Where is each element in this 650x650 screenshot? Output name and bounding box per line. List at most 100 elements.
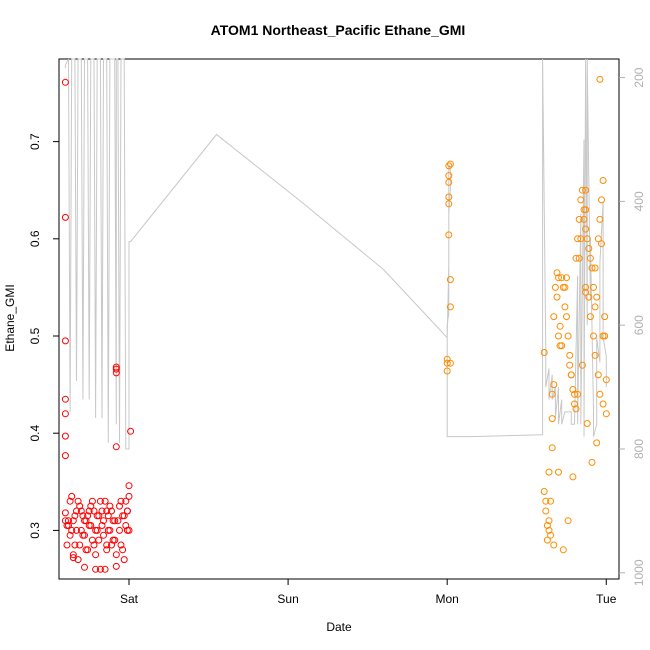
data-point (61, 337, 69, 345)
data-point (103, 507, 111, 515)
data-point (111, 517, 119, 525)
data-point (85, 507, 93, 515)
data-point (98, 522, 106, 529)
x-tick-label: Mon (436, 592, 459, 606)
data-point (445, 162, 453, 170)
data-point (112, 562, 120, 570)
data-point (73, 526, 80, 534)
data-point (598, 196, 605, 204)
data-point (591, 351, 599, 359)
data-point (68, 526, 76, 534)
data-point (84, 512, 92, 520)
data-point (582, 186, 590, 194)
data-point (82, 546, 90, 554)
data-point (548, 444, 556, 452)
data-point (602, 410, 610, 418)
data-point (443, 359, 451, 367)
data-point (566, 351, 574, 359)
data-point (596, 390, 604, 398)
data-point (594, 235, 602, 243)
data-point (104, 526, 112, 534)
data-point (445, 172, 453, 180)
data-point (63, 522, 71, 529)
data-point (550, 313, 558, 321)
data-point (61, 213, 69, 221)
data-point (61, 509, 69, 517)
data-point (104, 512, 112, 520)
data-point (117, 541, 125, 549)
data-point (561, 283, 569, 291)
data-point (65, 517, 72, 525)
data-point (571, 400, 578, 408)
data-point (123, 507, 131, 515)
pressure-line (64, 58, 607, 450)
data-point (96, 565, 104, 573)
data-point (550, 541, 558, 549)
data-point (108, 541, 115, 549)
data-point (71, 541, 79, 549)
data-point (90, 507, 98, 515)
y-tick-label: 0.6 (28, 230, 42, 247)
data-point (74, 497, 82, 505)
data-point (580, 215, 588, 223)
data-point (567, 371, 575, 379)
data-point (566, 361, 574, 369)
data-point (98, 507, 106, 515)
data-point (69, 551, 77, 559)
data-point (95, 512, 103, 520)
data-point (571, 390, 578, 398)
chart-title: ATOM1 Northeast_Pacific Ethane_GMI (211, 22, 466, 38)
data-point (77, 507, 85, 515)
data-point (548, 390, 556, 398)
data-point (572, 405, 580, 413)
y2-tick-label: 200 (632, 67, 646, 87)
x-axis-label: Date (326, 620, 352, 634)
data-point (558, 342, 566, 350)
data-point (61, 410, 69, 418)
data-point (599, 332, 607, 340)
data-point (590, 283, 597, 291)
data-point (112, 443, 120, 451)
data-point (585, 293, 593, 301)
y2-tick-label: 400 (632, 191, 646, 211)
data-point (551, 283, 559, 291)
data-point (445, 200, 453, 208)
data-point (66, 497, 74, 505)
data-point (445, 231, 453, 239)
data-point (61, 517, 69, 525)
data-point (542, 507, 550, 515)
x-axis: Sat Sun Mon Tue (120, 579, 617, 606)
data-point (585, 245, 593, 252)
data-point (553, 269, 561, 277)
data-point (117, 497, 125, 505)
data-point (103, 541, 111, 549)
data-point (79, 512, 87, 520)
data-point (577, 196, 585, 204)
data-point (61, 432, 69, 440)
data-point (77, 526, 85, 534)
data-point (591, 303, 599, 311)
data-point (569, 386, 577, 393)
pressure-line-layer (64, 58, 607, 450)
data-point (96, 497, 104, 505)
data-point (543, 522, 551, 529)
data-point (114, 517, 122, 525)
y-tick-label: 0.7 (28, 133, 42, 150)
data-point (591, 264, 599, 272)
y-tick-label: 0.5 (28, 327, 42, 344)
data-point (127, 427, 135, 435)
data-point (575, 215, 583, 223)
data-point (582, 288, 590, 296)
data-point (599, 177, 607, 184)
data-point (101, 565, 109, 573)
data-point (543, 536, 551, 544)
data-point (586, 313, 594, 321)
data-point (593, 293, 601, 301)
y2-tick-label: 800 (632, 439, 646, 459)
data-point (545, 526, 553, 534)
data-point (545, 517, 553, 525)
data-point (69, 554, 77, 562)
data-point (100, 517, 107, 525)
data-point (112, 365, 120, 373)
data-point (111, 536, 119, 544)
